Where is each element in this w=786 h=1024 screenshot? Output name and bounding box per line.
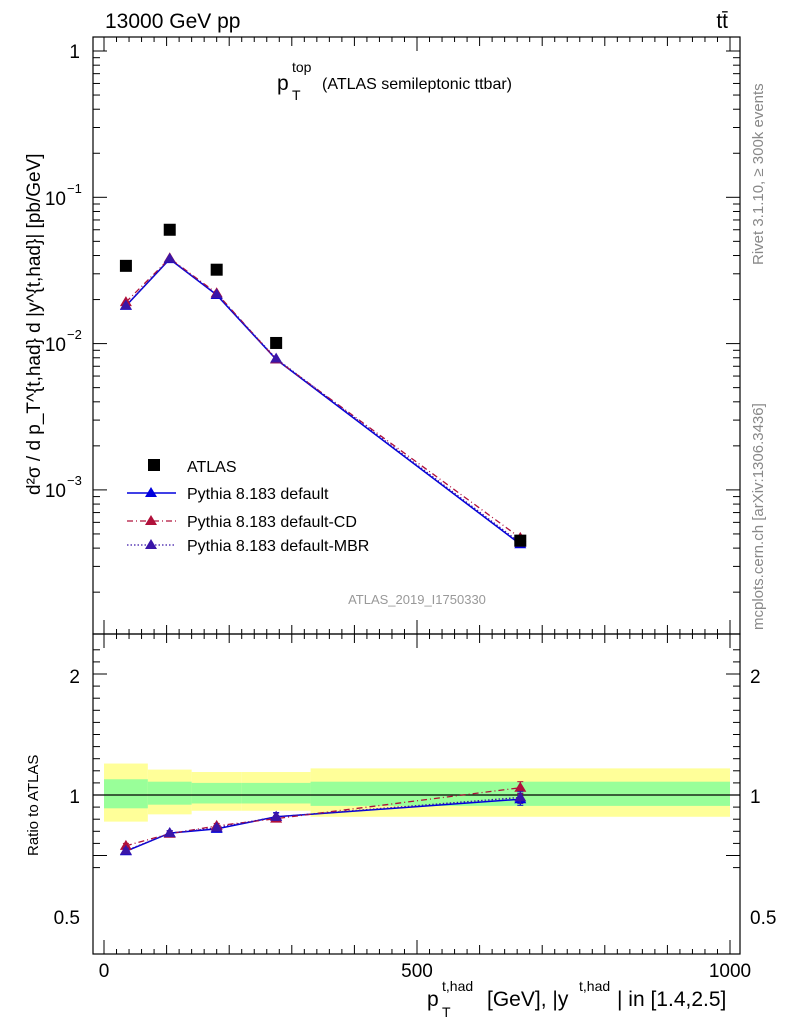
title-rest: (ATLAS semileptonic ttbar) — [322, 76, 512, 93]
legend-label-atlas: ATLAS — [187, 459, 237, 476]
xlabel-sup: t,had — [442, 978, 473, 994]
ytick-1e-3-base: 10 — [45, 481, 66, 502]
title-p: p — [277, 72, 289, 95]
legend-label-default: Pythia 8.183 default — [187, 486, 329, 503]
final-state-tag: tt̄ — [716, 10, 728, 33]
main-marker-atlas — [210, 263, 223, 276]
xtick-500: 500 — [401, 961, 433, 982]
main-marker-pythia-mbr — [270, 352, 283, 363]
ratio-marker-pythia-mbr — [119, 844, 132, 855]
title-sub: T — [292, 87, 301, 103]
xlabel-sup2: t,had — [579, 978, 610, 994]
ratio-band-green — [241, 782, 311, 804]
ratio-ytick-1-left: 1 — [69, 787, 80, 808]
chart-title: p top T (ATLAS semileptonic ttbar) — [277, 59, 512, 103]
mcplots-label: mcplots.cern.ch [arXiv:1306.3436] — [750, 403, 767, 630]
ratio-data-layer — [93, 763, 740, 856]
xlabel-mid: [GeV], |y — [487, 988, 569, 1011]
main-marker-pythia-mbr — [119, 299, 132, 310]
ratio-band-green — [191, 782, 242, 804]
legend: ATLAS Pythia 8.183 default Pythia 8.183 … — [127, 459, 369, 555]
ratio-ytick-05-right: 0.5 — [750, 908, 776, 929]
ratio-marker-pythia-mbr — [514, 791, 527, 802]
ratio-marker-pythia-mbr — [163, 827, 176, 838]
legend-marker-default — [145, 487, 157, 497]
main-marker-atlas — [119, 259, 132, 272]
main-marker-atlas — [270, 336, 283, 349]
ratio-axis-ticks — [93, 634, 740, 954]
xlabel-sub: T — [442, 1004, 451, 1020]
ytick-1e-3: 10 −3 — [45, 473, 82, 502]
ytick-1e-2: 10 −2 — [45, 327, 82, 356]
ytick-1e-1: 10 −1 — [45, 181, 82, 210]
process-label: 13000 GeV pp — [105, 10, 240, 33]
ytick-1e-3-exp: −3 — [67, 473, 82, 488]
ratio-marker-pythia-cd — [514, 781, 527, 792]
title-sup: top — [292, 59, 312, 75]
ytick-1e-1-base: 10 — [45, 189, 66, 210]
x-axis-label: p T t,had [GeV], |y t,had | in [1.4,2.5] — [427, 978, 726, 1020]
xtick-0: 0 — [99, 961, 110, 982]
main-data-layer — [119, 223, 527, 549]
xlabel-end: | in [1.4,2.5] — [617, 988, 726, 1011]
ratio-band-green — [104, 779, 148, 809]
main-marker-pythia-mbr — [163, 252, 176, 263]
legend-marker-atlas — [148, 459, 160, 471]
ratio-ytick-2-right: 2 — [750, 667, 761, 688]
ratio-ytick-05-left: 0.5 — [54, 908, 80, 929]
ytick-1e-2-base: 10 — [45, 335, 66, 356]
main-y-label: d²σ / d p_T^{t,had} d |y^{t,had}| [pb/Ge… — [24, 153, 45, 495]
rivet-version-label: Rivet 3.1.10, ≥ 300k events — [750, 83, 767, 265]
legend-label-cd: Pythia 8.183 default-CD — [187, 514, 357, 531]
xtick-1000: 1000 — [709, 961, 751, 982]
ratio-y-label: Ratio to ATLAS — [25, 755, 42, 856]
ratio-band-green — [147, 781, 192, 805]
legend-marker-cd — [145, 515, 157, 525]
ratio-ytick-2-left: 2 — [69, 667, 80, 688]
ratio-ytick-1-right: 1 — [750, 787, 761, 808]
ratio-marker-pythia-mbr — [210, 821, 223, 832]
xlabel-p: p — [427, 988, 439, 1011]
legend-marker-mbr — [145, 539, 157, 549]
main-axis-ticks — [93, 37, 740, 634]
analysis-label: ATLAS_2019_I1750330 — [348, 592, 486, 607]
main-marker-pythia-mbr — [210, 288, 223, 299]
ytick-1e-1-exp: −1 — [67, 181, 82, 196]
ytick-1: 1 — [69, 42, 80, 63]
main-marker-atlas — [514, 534, 527, 547]
ratio-marker-pythia-mbr — [270, 810, 283, 821]
main-marker-atlas — [163, 223, 176, 236]
ytick-1e-2-exp: −2 — [67, 327, 82, 342]
legend-label-mbr: Pythia 8.183 default-MBR — [187, 538, 369, 555]
